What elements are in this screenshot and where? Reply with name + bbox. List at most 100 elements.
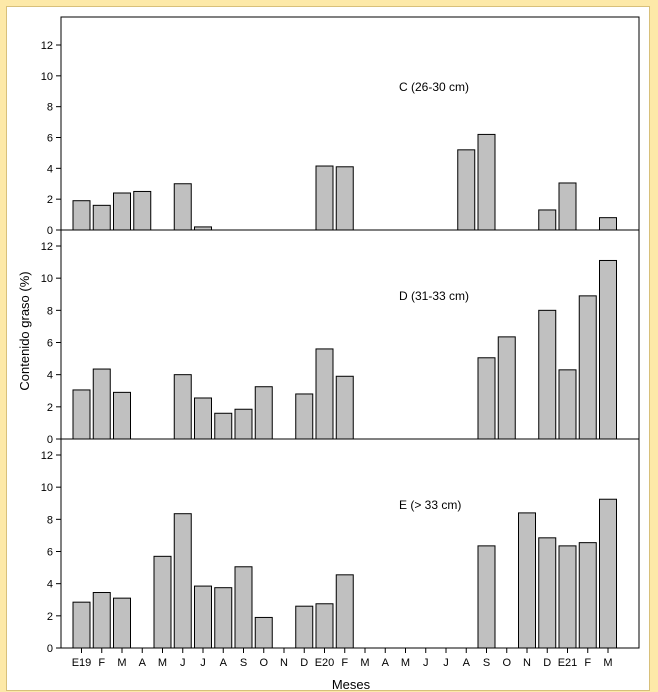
- bar: [315, 603, 334, 649]
- panel-label: D (31-33 cm): [399, 289, 469, 303]
- x-tick-label: D: [543, 657, 551, 669]
- x-tick-label: E21: [558, 657, 578, 669]
- y-tick-label: 2: [47, 194, 53, 206]
- bar: [173, 374, 192, 440]
- y-tick-label: 6: [47, 547, 53, 559]
- x-tick-label: F: [341, 657, 348, 669]
- bar: [113, 391, 131, 440]
- x-tick-label: F: [98, 657, 105, 669]
- x-tick-label: J: [200, 657, 206, 669]
- bar: [295, 393, 314, 440]
- bar: [92, 592, 111, 649]
- y-tick-label: 8: [47, 514, 53, 526]
- x-tick-label: M: [401, 657, 410, 669]
- x-tick-label: M: [360, 657, 369, 669]
- bar: [315, 348, 334, 440]
- y-tick-label: 4: [47, 163, 53, 175]
- bar: [538, 309, 557, 440]
- x-tick-label: O: [259, 657, 268, 669]
- y-tick-label: 6: [47, 338, 53, 350]
- bar: [335, 574, 354, 649]
- bar: [254, 386, 273, 440]
- x-tick-label: M: [158, 657, 167, 669]
- bar: [72, 601, 91, 649]
- bar: [133, 190, 152, 231]
- x-tick-label: E20: [315, 657, 335, 669]
- y-tick-label: 2: [47, 611, 53, 623]
- x-tick-label: N: [523, 657, 531, 669]
- x-tick-label: S: [483, 657, 490, 669]
- x-tick-label: J: [423, 657, 429, 669]
- panel-label: C (26-30 cm): [399, 80, 469, 94]
- x-tick-label: F: [584, 657, 591, 669]
- x-tick-label: J: [180, 657, 186, 669]
- y-tick-label: 8: [47, 102, 53, 114]
- x-tick-label: A: [139, 657, 147, 669]
- bar: [92, 204, 111, 231]
- bar: [234, 566, 253, 649]
- bar: [72, 389, 91, 440]
- bar: [214, 587, 233, 649]
- bar: [194, 397, 212, 440]
- bar: [194, 585, 212, 649]
- bar: [518, 512, 536, 649]
- x-tick-label: A: [463, 657, 471, 669]
- bar: [234, 408, 253, 440]
- bar: [113, 597, 131, 649]
- panel-1: 0 2 4 6 8 10 12 C (26-30 cm): [41, 16, 640, 237]
- bar: [599, 217, 617, 231]
- bar: [335, 166, 354, 231]
- bar: [335, 375, 354, 440]
- chart-frame: 0 2 4 6 8 10 12 C (26-30 cm) 0 2 4 6 8 10 12 D (31-33 c…: [6, 6, 650, 692]
- bar: [558, 182, 577, 231]
- bar: [113, 192, 131, 231]
- y-tick-label: 0: [47, 643, 53, 655]
- bar: [538, 537, 557, 649]
- bar: [72, 200, 91, 231]
- x-tick-label: A: [220, 657, 228, 669]
- bar: [173, 513, 192, 649]
- panel-2: 0 2 4 6 8 10 12 D (31-33 cm): [41, 229, 640, 446]
- y-tick-label: 8: [47, 305, 53, 317]
- bar: [599, 259, 617, 440]
- y-tick-label: 12: [41, 241, 53, 253]
- x-tick-label: N: [280, 657, 288, 669]
- bar: [477, 357, 496, 440]
- bar: [92, 368, 111, 440]
- panel-label: E (> 33 cm): [399, 498, 461, 512]
- y-tick-label: 10: [41, 482, 53, 494]
- bar: [558, 545, 577, 649]
- panel-3: 0 2 4 6 8 10 12 E (> 33 cm): [41, 438, 640, 655]
- y-axis-title: Contenido graso (%): [17, 271, 32, 390]
- y-tick-label: 4: [47, 370, 53, 382]
- bar: [214, 412, 233, 440]
- bar: [558, 369, 577, 440]
- bar: [173, 183, 192, 231]
- x-tick-label: S: [240, 657, 247, 669]
- bar: [457, 149, 476, 231]
- bar: [315, 165, 334, 231]
- bar: [578, 295, 597, 440]
- x-tick-label: A: [382, 657, 390, 669]
- x-tick-label: M: [603, 657, 612, 669]
- x-tick-label: E19: [72, 657, 92, 669]
- bar: [153, 555, 172, 649]
- x-tick-label: J: [443, 657, 449, 669]
- bar: [497, 336, 516, 440]
- y-tick-label: 10: [41, 71, 53, 83]
- x-tick-label: D: [300, 657, 308, 669]
- y-tick-label: 0: [47, 434, 53, 446]
- bar: [295, 605, 314, 649]
- y-tick-label: 6: [47, 133, 53, 145]
- x-axis-title: Meses: [332, 677, 371, 692]
- bar: [578, 542, 597, 649]
- y-tick-label: 12: [41, 450, 53, 462]
- bar: [254, 616, 273, 649]
- y-tick-label: 10: [41, 273, 53, 285]
- y-tick-label: 12: [41, 40, 53, 52]
- bar: [538, 209, 557, 231]
- bar: [599, 498, 617, 649]
- x-tick-label: M: [117, 657, 126, 669]
- bar: [477, 133, 496, 231]
- bar: [477, 545, 496, 649]
